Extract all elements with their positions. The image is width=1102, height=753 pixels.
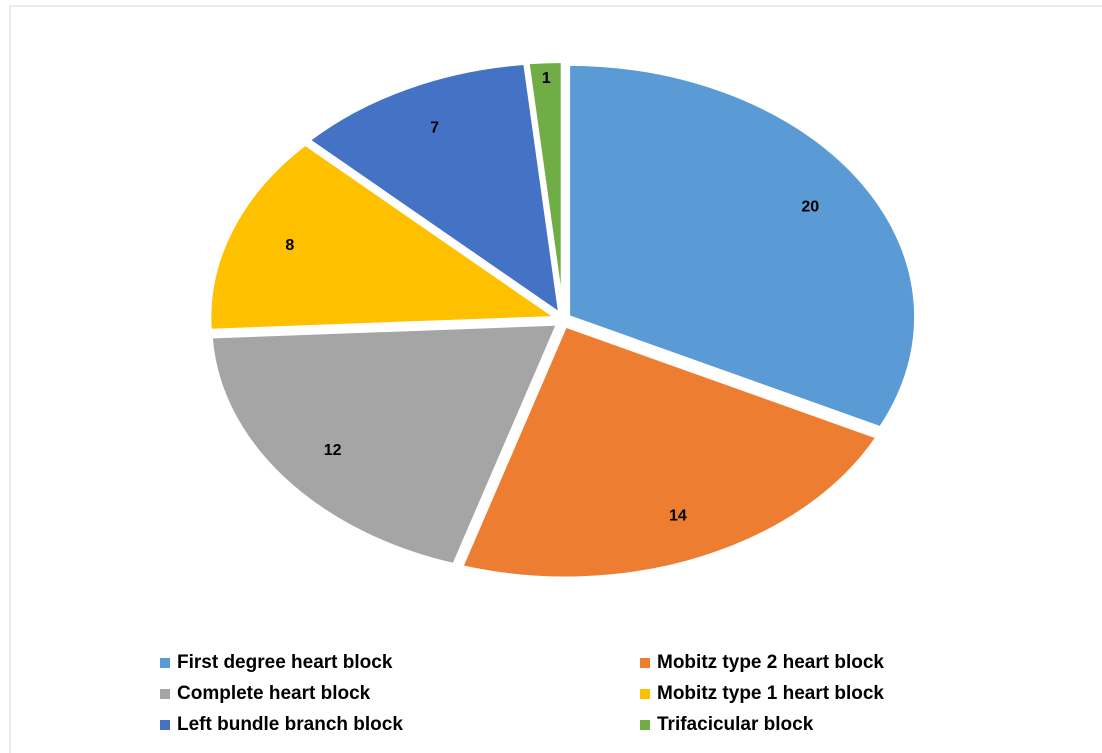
legend-label: First degree heart block — [177, 652, 393, 673]
data-label: 12 — [324, 442, 342, 459]
data-label: 7 — [430, 120, 439, 137]
legend-label: Left bundle branch block — [177, 714, 403, 735]
data-label: 1 — [542, 70, 551, 87]
pie-slice — [566, 61, 919, 431]
data-label: 20 — [801, 198, 819, 215]
legend-label: Complete heart block — [177, 683, 371, 704]
legend-label: Mobitz type 2 heart block — [657, 652, 884, 673]
legend-marker — [160, 720, 170, 730]
legend-marker — [160, 689, 170, 699]
pie-slice — [207, 141, 564, 333]
pie-slice — [458, 323, 881, 581]
legend-label: Mobitz type 1 heart block — [657, 683, 884, 704]
legend-marker — [640, 689, 650, 699]
legend-label: Trifacicular block — [657, 714, 814, 735]
legend-marker — [640, 720, 650, 730]
chart-border — [9, 5, 1102, 753]
pie-slice — [208, 321, 562, 568]
legend-marker — [640, 658, 650, 668]
data-label: 8 — [285, 237, 294, 254]
legend-marker — [160, 658, 170, 668]
pie-slice — [304, 60, 563, 319]
pie-slice — [525, 59, 565, 315]
data-label: 14 — [669, 507, 687, 524]
